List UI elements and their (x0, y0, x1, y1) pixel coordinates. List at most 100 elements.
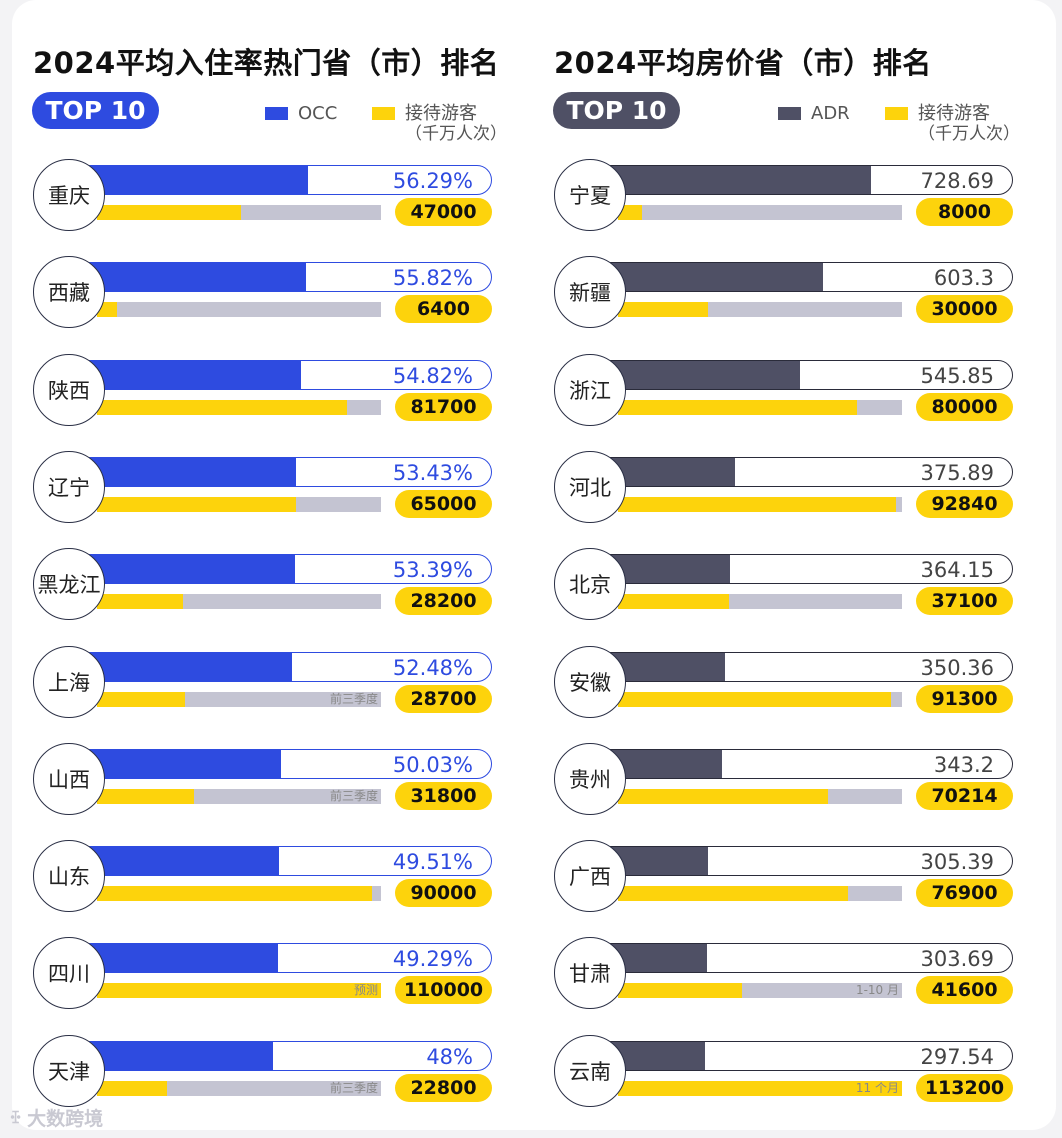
adr-bar-track: 350.36 (589, 652, 1013, 682)
tourist-bar (97, 1081, 167, 1096)
tourist-bar-track (618, 497, 902, 512)
province-label: 黑龙江 (33, 548, 105, 620)
occ-bar (69, 653, 292, 681)
occ-row: 52.48% 前三季度 28700 上海 (0, 644, 520, 724)
adr-row: 728.69 8000 宁夏 (521, 157, 1041, 237)
occ-bar-track: 53.39% (68, 554, 492, 584)
tourist-bar (618, 1081, 902, 1096)
tourist-note: 预测 (353, 983, 378, 997)
adr-value-label: 545.85 (920, 364, 994, 388)
tourist-bar-track (618, 789, 902, 804)
occ-value-label: 53.39% (392, 558, 473, 582)
tourist-bar (618, 789, 828, 804)
tourist-note: 1-10 月 (855, 983, 899, 997)
adr-row: 350.36 91300 安徽 (521, 644, 1041, 724)
adr-value-label: 297.54 (920, 1045, 994, 1069)
tourist-value-pill: 92840 (916, 490, 1013, 518)
occ-value-label: 49.51% (392, 850, 473, 874)
adr-row: 364.15 37100 北京 (521, 546, 1041, 626)
occ-value-label: 48% (426, 1045, 473, 1069)
legend-tourists-unit: （千万人次） (405, 124, 507, 144)
tourist-bar-track (97, 302, 381, 317)
occ-chart-title: 2024平均入住率热门省（市）排名 (33, 46, 500, 80)
occ-row: 53.39% 28200 黑龙江 (0, 546, 520, 626)
tourist-bar (618, 983, 743, 998)
tourist-bar (97, 497, 296, 512)
adr-bar (590, 166, 871, 194)
province-label: 安徽 (554, 646, 626, 718)
province-label: 上海 (33, 646, 105, 718)
tourist-note: 11 个月 (855, 1081, 899, 1095)
adr-row: 305.39 76900 广西 (521, 838, 1041, 918)
tourist-value-pill: 76900 (916, 879, 1013, 907)
adr-bar-track: 728.69 (589, 165, 1013, 195)
tourist-value-pill: 90000 (395, 879, 492, 907)
legend-adr-swatch (778, 107, 801, 120)
occ-value-label: 54.82% (392, 364, 473, 388)
legend-tourists-unit: （千万人次） (918, 124, 1020, 144)
occ-bar-track: 56.29% (68, 165, 492, 195)
tourist-bar-track: 1-10 月 (618, 983, 902, 998)
occ-bar-track: 50.03% (68, 749, 492, 779)
occ-bar (69, 361, 302, 389)
tourist-bar-track: 预测 (97, 983, 381, 998)
occ-bar-track: 48% (68, 1041, 492, 1071)
adr-value-label: 305.39 (920, 850, 994, 874)
tourist-bar-track (618, 302, 902, 317)
occ-value-label: 52.48% (392, 656, 473, 680)
province-label: 贵州 (554, 743, 626, 815)
tourist-value-pill: 22800 (395, 1074, 492, 1102)
adr-bar (590, 263, 823, 291)
province-label: 天津 (33, 1035, 105, 1107)
occ-row: 49.51% 90000 山东 (0, 838, 520, 918)
tourist-bar (618, 497, 896, 512)
adr-bar-track: 364.15 (589, 554, 1013, 584)
tourist-bar (618, 594, 729, 609)
tourist-value-pill: 80000 (916, 393, 1013, 421)
tourist-value-pill: 8000 (916, 198, 1013, 226)
occ-value-label: 55.82% (392, 266, 473, 290)
adr-chart-title: 2024平均房价省（市）排名 (554, 46, 932, 80)
legend-tourists-label: 接待游客 (918, 103, 990, 124)
province-label: 陕西 (33, 354, 105, 426)
tourist-value-pill: 65000 (395, 490, 492, 518)
occ-row: 48% 前三季度 22800 天津 (0, 1033, 520, 1113)
province-label: 甘肃 (554, 937, 626, 1009)
tourist-bar (618, 205, 642, 220)
tourist-value-pill: 41600 (916, 976, 1013, 1004)
legend-occ-label: OCC (298, 103, 338, 124)
adr-value-label: 350.36 (920, 656, 994, 680)
tourist-bar-track: 11 个月 (618, 1081, 902, 1096)
occ-bar-track: 52.48% (68, 652, 492, 682)
tourist-value-pill: 47000 (395, 198, 492, 226)
province-label: 广西 (554, 840, 626, 912)
adr-row: 375.89 92840 河北 (521, 449, 1041, 529)
adr-value-label: 343.2 (933, 753, 994, 777)
tourist-bar (618, 886, 848, 901)
province-label: 辽宁 (33, 451, 105, 523)
tourist-value-pill: 110000 (395, 976, 492, 1004)
adr-row: 297.54 11 个月 113200 云南 (521, 1033, 1041, 1113)
tourist-note: 前三季度 (329, 789, 378, 803)
adr-bar-track: 603.3 (589, 262, 1013, 292)
tourist-value-pill: 28200 (395, 587, 492, 615)
adr-bar-track: 545.85 (589, 360, 1013, 390)
tourist-bar (97, 789, 195, 804)
legend-tourists-label: 接待游客 (405, 103, 477, 124)
legend-tourists-swatch (885, 107, 908, 120)
tourist-value-pill: 91300 (916, 685, 1013, 713)
adr-value-label: 303.69 (920, 947, 994, 971)
tourist-bar (97, 400, 347, 415)
occ-value-label: 50.03% (392, 753, 473, 777)
occ-value-label: 49.29% (392, 947, 473, 971)
occ-bar-track: 53.43% (68, 457, 492, 487)
adr-bar-track: 375.89 (589, 457, 1013, 487)
occ-bar (69, 458, 296, 486)
tourist-bar-track (618, 400, 902, 415)
tourist-value-pill: 28700 (395, 685, 492, 713)
tourist-value-pill: 6400 (395, 295, 492, 323)
legend-occ-swatch (265, 107, 288, 120)
occ-row: 53.43% 65000 辽宁 (0, 449, 520, 529)
top10-badge: TOP 10 (553, 92, 680, 129)
occ-value-label: 56.29% (392, 169, 473, 193)
